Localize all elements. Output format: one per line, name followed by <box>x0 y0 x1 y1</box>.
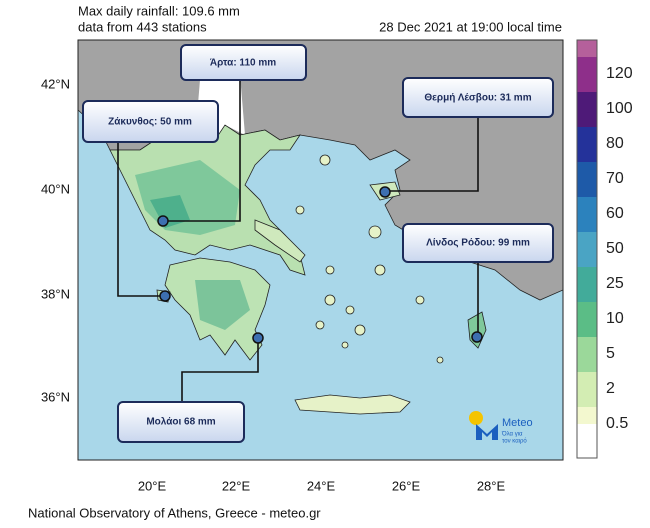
lon-label: 22°E <box>222 478 251 493</box>
logo-tagline: τον καιρό <box>502 438 527 445</box>
colorbar <box>576 39 598 459</box>
lat-label: 36°N <box>41 389 70 404</box>
callout: Άρτα: 110 mm <box>210 58 276 69</box>
lat-label: 42°N <box>41 76 70 91</box>
logo-tagline: Όλα για <box>501 432 523 438</box>
lat-label: 38°N <box>41 286 70 301</box>
header-line: data from 443 stations <box>78 19 207 34</box>
legend-label: 0.5 <box>606 415 628 432</box>
lon-label: 26°E <box>392 478 421 493</box>
footer: National Observatory of Athens, Greece -… <box>28 505 321 520</box>
legend-label: 10 <box>606 310 624 327</box>
lat-label: 40°N <box>41 181 70 196</box>
callout: Ζάκυνθος: 50 mm <box>108 117 192 128</box>
connectors <box>117 80 483 402</box>
callout: Λίνδος Ρόδου: 99 mm <box>426 238 530 249</box>
header-line: Max daily rainfall: 109.6 mm <box>78 3 240 18</box>
map-frame <box>77 39 564 461</box>
legend-label: 120 <box>606 65 633 82</box>
legend-label: 5 <box>606 345 615 362</box>
legend-label: 80 <box>606 135 624 152</box>
legend-label: 50 <box>606 240 624 257</box>
logo-name: Meteo <box>502 417 533 429</box>
callout-boxes <box>82 44 554 443</box>
lon-label: 24°E <box>307 478 336 493</box>
legend-label: 60 <box>606 205 624 222</box>
callout: Θερμή Λέσβου: 31 mm <box>424 93 531 104</box>
legend-label: 100 <box>606 100 633 117</box>
legend-label: 25 <box>606 275 624 292</box>
lon-label: 20°E <box>138 478 167 493</box>
logo: Meteo Όλα για τον καιρό <box>469 411 533 445</box>
callout: Μολάοι 68 mm <box>146 417 215 428</box>
timestamp: 28 Dec 2021 at 19:00 local time <box>379 19 562 34</box>
lon-label: 28°E <box>477 478 506 493</box>
legend-label: 2 <box>606 380 615 397</box>
legend-label: 70 <box>606 170 624 187</box>
